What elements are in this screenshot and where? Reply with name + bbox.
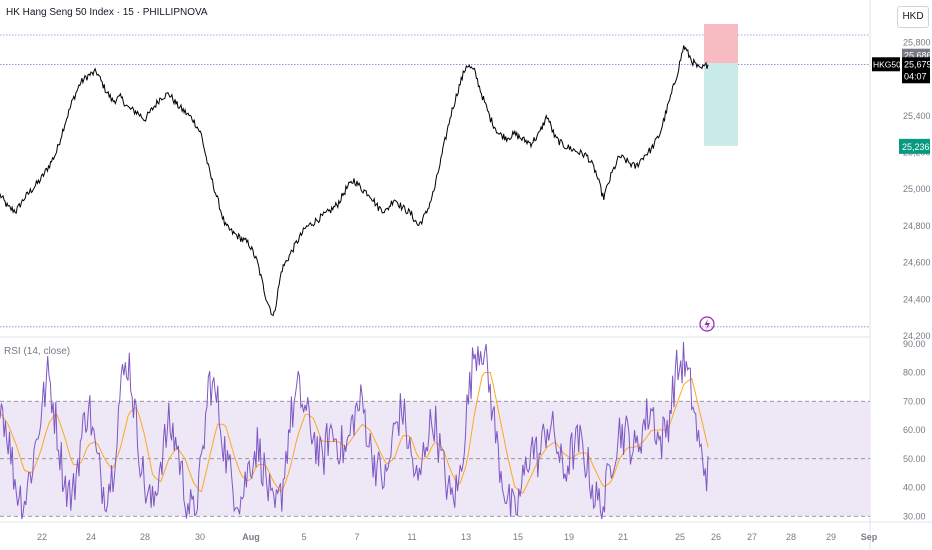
price-axis-label: 24,200 [903, 331, 931, 341]
chart-title: HK Hang Seng 50 Index · 15 · PHILLIPNOVA [6, 7, 208, 18]
time-axis-label: 13 [461, 532, 471, 542]
time-axis-label: 25 [675, 532, 685, 542]
time-axis-label: 28 [786, 532, 796, 542]
rsi-axis-label: 80.00 [903, 368, 926, 378]
time-axis-label: 22 [37, 532, 47, 542]
time-axis-label: 30 [195, 532, 205, 542]
lightning-alert-icon[interactable] [699, 316, 715, 332]
rsi-axis-label: 60.00 [903, 425, 926, 435]
price-axis-label: 24,400 [903, 294, 931, 304]
time-axis-label: 7 [354, 532, 359, 542]
target-price-badge [899, 138, 930, 154]
time-axis-label: 5 [301, 532, 306, 542]
target-price-label: 25,236 [902, 142, 930, 152]
price-axis-label: 25,000 [903, 184, 931, 194]
rsi-axis-label: 90.00 [903, 339, 926, 349]
price-axis-label: 24,600 [903, 258, 931, 268]
time-axis-label: 19 [564, 532, 574, 542]
time-axis-label: Aug [242, 532, 260, 542]
currency-button[interactable]: HKD [897, 6, 929, 28]
price-line [0, 45, 709, 317]
ticker-badge [872, 57, 900, 72]
price-axis-label: 24,800 [903, 221, 931, 231]
rsi-axis-label: 50.00 [903, 454, 926, 464]
time-axis-label: 15 [513, 532, 523, 542]
rsi-line [0, 341, 709, 520]
ticker-label: HKG50 [873, 59, 901, 69]
time-axis-label: 28 [140, 532, 150, 542]
last-price-badge [902, 57, 930, 84]
price-axis-label: 25,400 [903, 111, 931, 121]
time-axis-label: 21 [618, 532, 628, 542]
time-axis-label: 27 [747, 532, 757, 542]
time-axis-label: 11 [407, 532, 416, 542]
rsi-title: RSI (14, close) [4, 346, 71, 357]
stop-loss-zone [704, 24, 738, 64]
rsi-axis-label: 40.00 [903, 483, 926, 493]
bar-countdown-label: 04:07 [904, 71, 927, 81]
stop-price-label: 25,686 [904, 51, 932, 61]
time-axis-label: 29 [826, 532, 836, 542]
last-price-label: 25,679 [904, 59, 932, 69]
time-axis-label: 26 [711, 532, 721, 542]
price-axis-label: 25,800 [903, 37, 931, 47]
take-profit-zone [704, 63, 738, 146]
time-axis-label: 24 [86, 532, 96, 542]
rsi-axis-label: 30.00 [903, 511, 926, 521]
rsi-axis-label: 70.00 [903, 396, 926, 406]
time-axis-label: Sep [861, 532, 878, 542]
